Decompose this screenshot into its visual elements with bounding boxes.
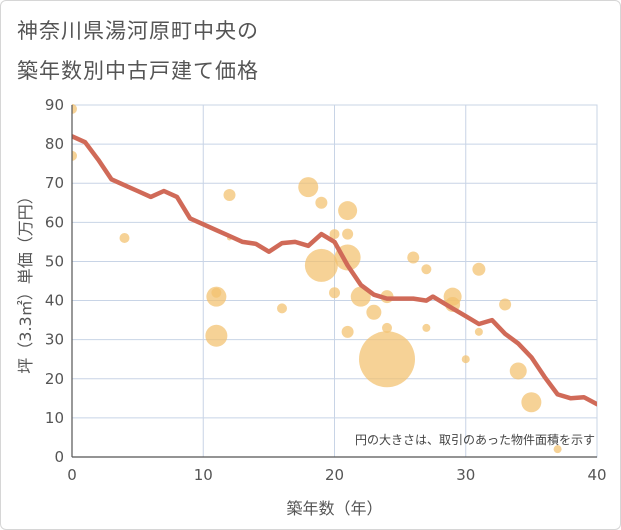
axes: 0 10 20 30 40 50 60 70 80 90 0 10 20 30 40 [45, 96, 607, 484]
y-tick-label: 80 [45, 135, 64, 153]
bubble-point [553, 445, 562, 454]
bubble-point [304, 248, 338, 282]
chart-title-line-2: 築年数別中古戸建て価格 [17, 59, 259, 83]
bubble-point [422, 323, 431, 332]
x-tick-label: 10 [194, 466, 213, 484]
bubble-point [72, 103, 77, 114]
y-tick-label: 0 [54, 448, 64, 466]
bubble-point [329, 229, 340, 240]
bubble-point [205, 324, 228, 347]
bubble-point [329, 287, 340, 299]
bubble-point [119, 232, 130, 243]
bubble-point [461, 355, 470, 364]
x-tick-label: 40 [587, 466, 606, 484]
bubble-point [341, 325, 354, 338]
y-tick-label: 50 [45, 252, 64, 270]
bubble-point [382, 322, 392, 333]
x-tick-label: 0 [67, 466, 77, 484]
bubble-layer [72, 103, 562, 454]
grid [71, 104, 598, 458]
x-tick-label: 20 [325, 466, 344, 484]
bubble-point [223, 188, 236, 201]
bubble-point [474, 327, 483, 336]
y-tick-label: 30 [45, 331, 64, 349]
bubble-point [359, 331, 415, 388]
y-tick-label: 60 [45, 213, 64, 231]
bubble-point [521, 392, 542, 413]
bubble-point [277, 303, 287, 314]
x-axis-label: 築年数（年） [286, 499, 382, 518]
y-axis-label: 坪（3.3㎡）単価（万円） [16, 188, 35, 373]
y-tick-label: 70 [45, 174, 64, 192]
bubble-size-note: 円の大きさは、取引のあった物件面積を示す [355, 432, 595, 447]
bubble-point [509, 362, 527, 380]
bubble-point [407, 251, 420, 264]
bubble-point [499, 298, 512, 311]
bubble-point [72, 150, 77, 161]
bubble-point [315, 196, 328, 209]
bubble-point [206, 286, 227, 307]
average-price-line [72, 134, 597, 407]
y-tick-label: 90 [45, 96, 64, 114]
average-line-layer [72, 134, 597, 407]
chart-title-line-1: 神奈川県湯河原町中央の [17, 19, 259, 43]
y-tick-label: 10 [45, 409, 64, 427]
x-tick-label: 30 [456, 466, 475, 484]
bubble-point [338, 201, 358, 221]
bubble-point [342, 228, 354, 240]
y-tick-label: 40 [45, 292, 64, 310]
bubble-point [472, 262, 486, 276]
bubble-point [350, 286, 371, 307]
y-tick-label: 20 [45, 370, 64, 388]
bubble-point [421, 264, 432, 275]
bubble-point [366, 304, 382, 320]
bubble-point [298, 177, 319, 198]
